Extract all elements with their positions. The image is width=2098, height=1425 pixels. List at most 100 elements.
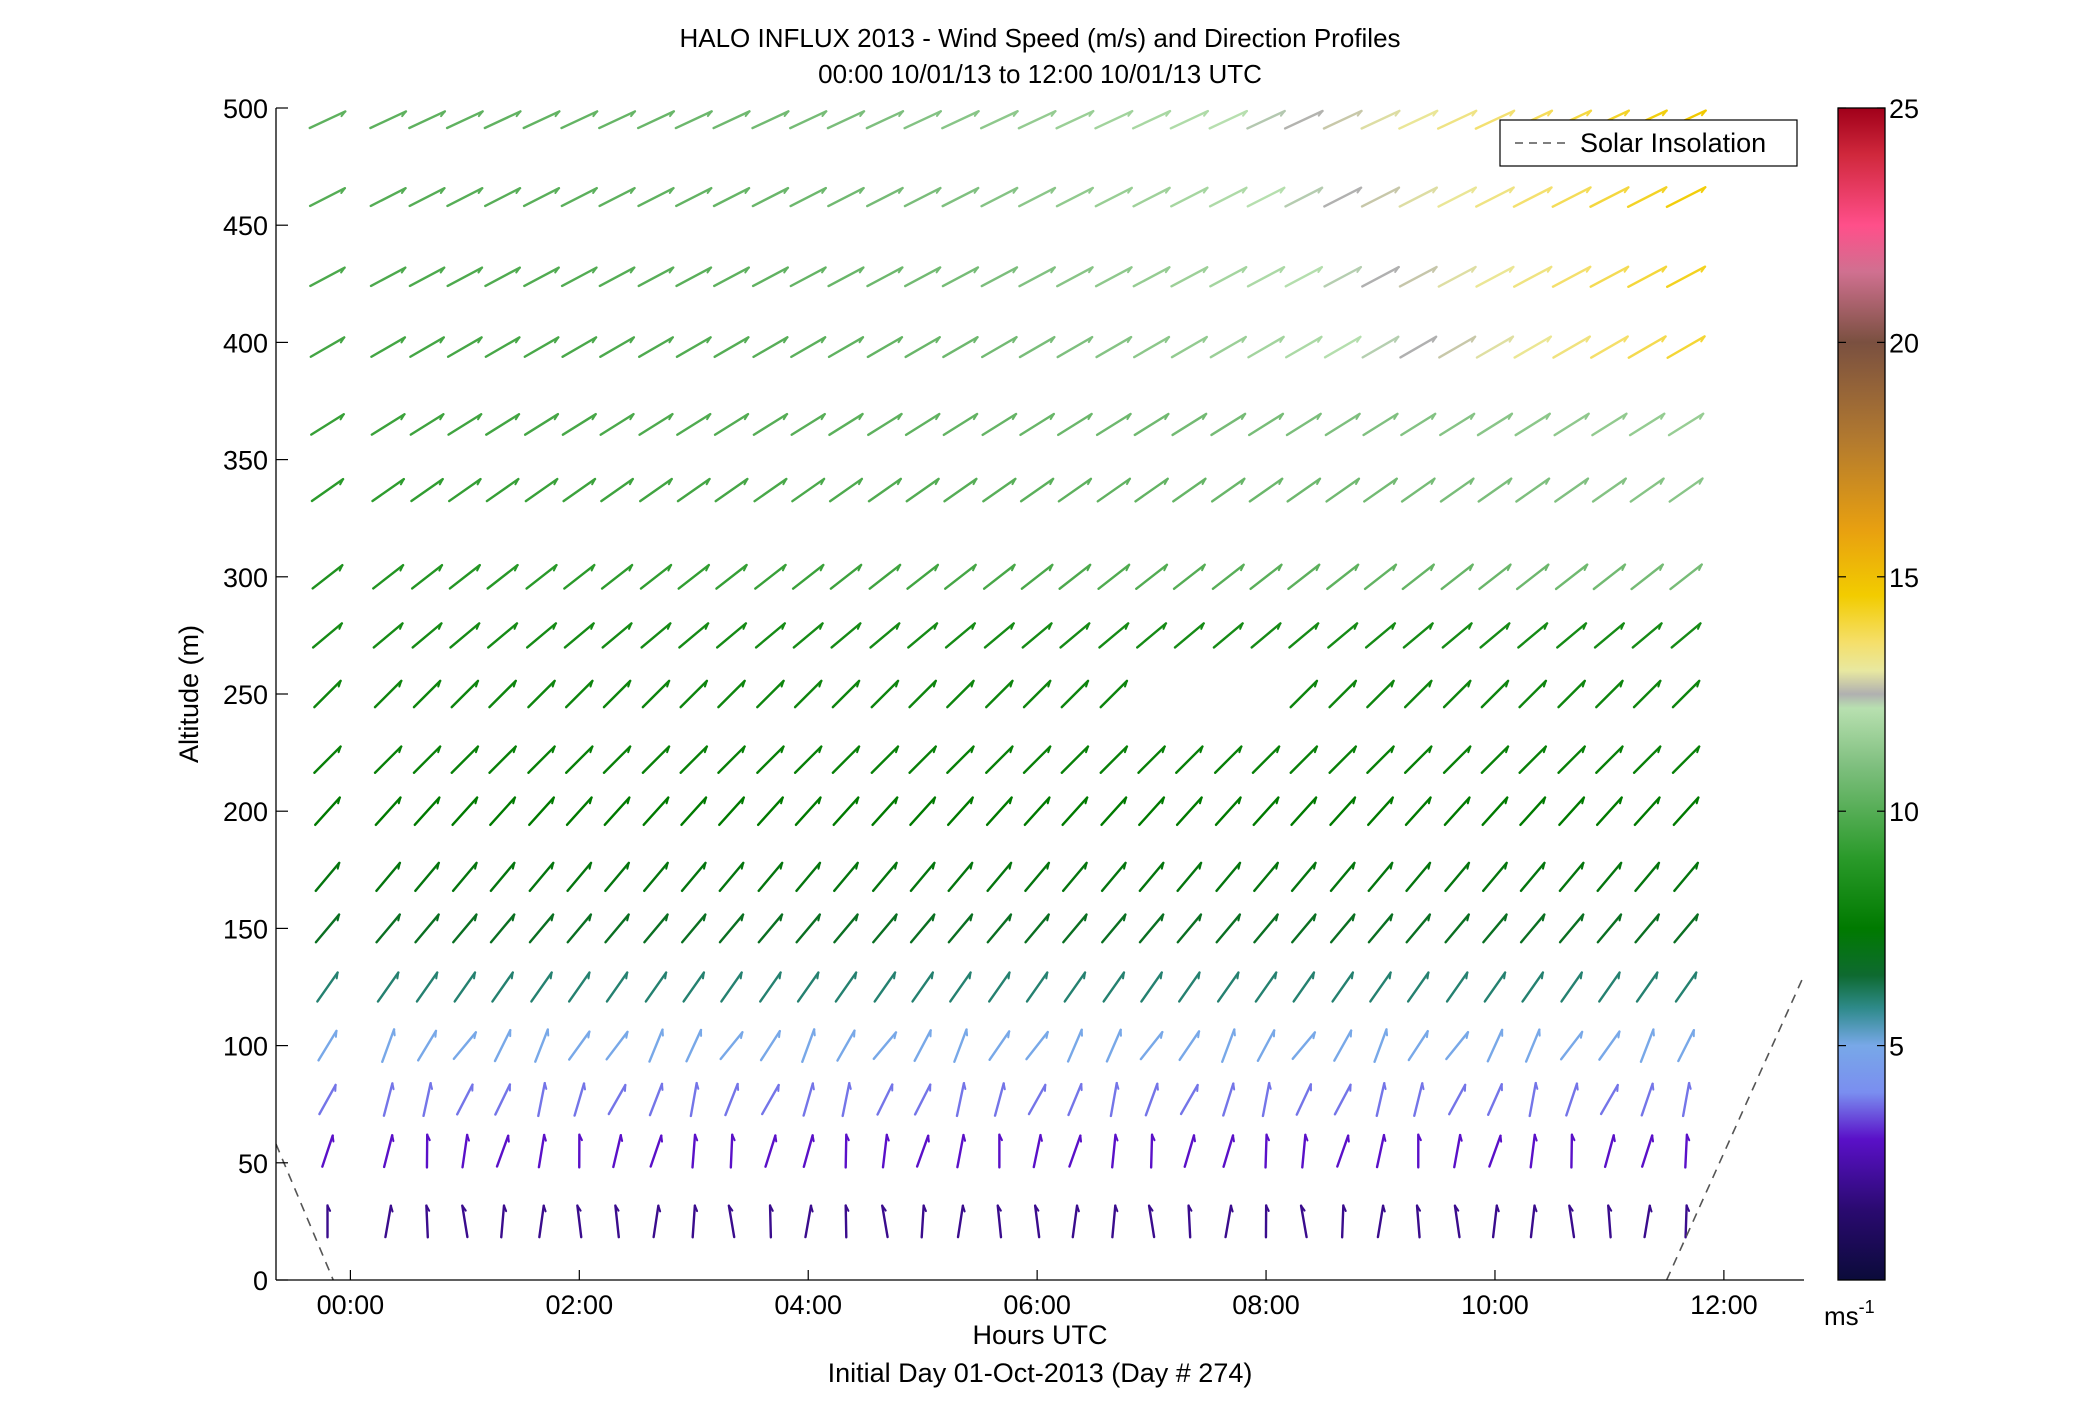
wind-vector bbox=[754, 563, 787, 590]
wind-vector bbox=[373, 745, 403, 774]
wind-vector bbox=[1131, 109, 1172, 130]
wind-vector bbox=[1224, 1204, 1234, 1239]
wind-vector bbox=[563, 622, 595, 649]
wind-vector bbox=[941, 186, 980, 208]
wind-vector bbox=[1668, 477, 1704, 503]
wind-vector bbox=[565, 796, 593, 827]
wind-vector bbox=[1558, 796, 1586, 827]
wind-vector bbox=[1170, 335, 1209, 359]
wind-vector bbox=[409, 336, 446, 358]
wind-vector bbox=[1603, 1134, 1616, 1169]
wind-vector bbox=[1173, 622, 1205, 649]
wind-vector bbox=[561, 412, 597, 436]
wind-vector bbox=[1632, 745, 1662, 774]
wind-vector bbox=[1554, 563, 1589, 591]
wind-vector bbox=[1560, 971, 1584, 1003]
wind-vector bbox=[1488, 1134, 1503, 1168]
wind-vector bbox=[534, 1028, 550, 1063]
wind-vector bbox=[1453, 1204, 1461, 1239]
x-axis-sublabel: Initial Day 01-Oct-2013 (Day # 274) bbox=[828, 1358, 1253, 1388]
wind-vector bbox=[1474, 109, 1516, 130]
wind-vector bbox=[449, 622, 481, 649]
wind-vector bbox=[789, 266, 827, 288]
wind-vector bbox=[789, 186, 828, 208]
wind-vector bbox=[484, 187, 522, 208]
wind-vector bbox=[412, 745, 442, 774]
wind-vector bbox=[1261, 1081, 1272, 1118]
wind-vector bbox=[996, 1204, 1003, 1239]
wind-vector bbox=[828, 477, 864, 503]
wind-vector bbox=[413, 796, 441, 827]
wind-vector bbox=[908, 745, 937, 774]
wind-vector bbox=[1067, 1082, 1083, 1117]
wind-vector bbox=[876, 1083, 894, 1116]
wind-vector bbox=[757, 861, 784, 893]
wind-vector bbox=[1634, 861, 1661, 893]
wind-vector bbox=[1019, 477, 1055, 503]
wind-vector bbox=[1627, 265, 1668, 288]
wind-vector bbox=[566, 861, 593, 893]
wind-vector bbox=[1291, 913, 1317, 944]
wind-vector bbox=[1056, 335, 1094, 359]
wind-vector bbox=[314, 796, 342, 827]
wind-vector bbox=[1626, 186, 1668, 208]
wind-vector bbox=[1291, 1031, 1317, 1061]
wind-vector bbox=[1138, 861, 1165, 893]
wind-vector bbox=[942, 336, 979, 359]
wind-vector bbox=[523, 266, 560, 288]
wind-vector bbox=[1333, 1083, 1352, 1116]
wind-vector bbox=[1066, 1028, 1083, 1063]
wind-vector bbox=[313, 745, 342, 774]
solar-insolation-segment bbox=[1665, 974, 1804, 1280]
y-tick-label: 50 bbox=[238, 1149, 268, 1179]
wind-vector bbox=[1398, 265, 1438, 288]
wind-vector bbox=[1440, 563, 1474, 591]
wind-vector bbox=[691, 1204, 699, 1239]
wind-vector bbox=[1032, 1133, 1043, 1169]
wind-vector bbox=[643, 913, 669, 944]
wind-vector bbox=[675, 266, 713, 288]
wind-vector bbox=[1025, 971, 1049, 1003]
wind-vector bbox=[1672, 796, 1700, 827]
wind-vector bbox=[949, 971, 972, 1003]
wind-vector bbox=[836, 1029, 856, 1062]
wind-vector bbox=[756, 745, 785, 774]
wind-vector bbox=[1171, 412, 1208, 437]
wind-vector bbox=[425, 1133, 431, 1169]
wind-vector bbox=[1024, 913, 1050, 944]
wind-vector bbox=[751, 110, 790, 130]
wind-vector bbox=[1398, 109, 1439, 130]
wind-vector bbox=[1022, 745, 1052, 774]
wind-vector bbox=[1172, 477, 1207, 503]
wind-vector bbox=[500, 1204, 508, 1239]
wind-vector bbox=[1607, 1204, 1613, 1239]
wind-vector bbox=[1486, 1083, 1503, 1116]
wind-vector bbox=[491, 971, 514, 1003]
wind-vector bbox=[489, 861, 516, 893]
wind-vector bbox=[1476, 412, 1514, 437]
wind-vector bbox=[873, 971, 897, 1003]
wind-vector bbox=[1444, 861, 1471, 893]
wind-vector bbox=[1221, 1028, 1236, 1063]
solar-insolation-line bbox=[276, 974, 1804, 1280]
y-tick-label: 200 bbox=[223, 797, 268, 827]
wind-vector bbox=[525, 622, 558, 649]
wind-vector bbox=[718, 861, 745, 893]
wind-vector bbox=[1018, 335, 1056, 359]
wind-vector bbox=[1444, 913, 1471, 944]
wind-vector bbox=[1068, 1134, 1083, 1168]
wind-vector bbox=[1666, 335, 1706, 359]
wind-vector bbox=[1361, 265, 1400, 288]
wind-vector bbox=[1176, 913, 1203, 944]
wind-vector bbox=[643, 861, 669, 893]
y-tick-label: 350 bbox=[223, 446, 268, 476]
wind-vector bbox=[1360, 109, 1401, 130]
wind-vector bbox=[752, 336, 789, 359]
wind-vector bbox=[841, 1081, 852, 1118]
wind-vector bbox=[1019, 412, 1056, 437]
wind-vector bbox=[1284, 265, 1324, 288]
wind-vector bbox=[1138, 913, 1165, 944]
wind-vector bbox=[1283, 109, 1324, 130]
wind-vector bbox=[1295, 1083, 1313, 1116]
wind-vector bbox=[831, 679, 861, 709]
